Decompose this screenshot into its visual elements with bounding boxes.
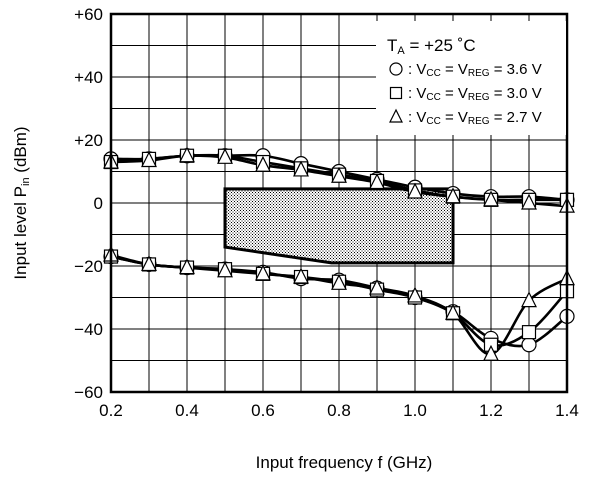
operating-region	[223, 187, 455, 265]
data-point-triangle	[179, 258, 195, 275]
data-point-circle	[389, 62, 403, 76]
data-point-triangle	[483, 344, 499, 361]
data-point-triangle	[483, 190, 499, 207]
y-tick-label: −40	[74, 320, 103, 339]
y-tick-label: +60	[74, 5, 103, 24]
x-tick-label: 0.2	[99, 401, 123, 420]
data-point-triangle	[331, 166, 347, 183]
data-point-triangle	[407, 182, 423, 199]
legend: TA = +25 ˚C : VCC = VREG = 3.6 V : VCC = …	[376, 21, 566, 135]
y-tick-label: 0	[94, 194, 103, 213]
y-axis-title: Input level Pin (dBm)	[11, 126, 32, 279]
data-point-circle	[521, 337, 537, 353]
data-point-triangle	[141, 255, 157, 272]
data-point-triangle	[179, 146, 195, 163]
data-point-triangle	[407, 286, 423, 303]
y-tick-label: +40	[74, 68, 103, 87]
legend-entry: : VCC = VREG = 3.0 V	[408, 85, 542, 103]
data-point-triangle	[255, 264, 271, 281]
data-point-triangle	[217, 147, 233, 164]
data-point-triangle	[331, 273, 347, 290]
region-area	[223, 187, 455, 265]
legend-header: TA = +25 ˚C	[387, 36, 476, 57]
data-point-square	[389, 86, 403, 100]
data-point-triangle	[293, 160, 309, 177]
data-point-triangle	[255, 155, 271, 172]
data-point-triangle	[369, 278, 385, 295]
x-tick-label: 0.8	[327, 401, 351, 420]
data-point-triangle	[217, 261, 233, 278]
data-point-triangle	[445, 303, 461, 320]
x-tick-label: 0.4	[175, 401, 199, 420]
legend-entry: : VCC = VREG = 2.7 V	[408, 109, 542, 127]
data-point-triangle	[521, 291, 537, 308]
x-tick-label: 1.0	[403, 401, 427, 420]
x-tick-label: 1.4	[555, 401, 579, 420]
x-axis-title: Input frequency f (GHz)	[256, 453, 433, 472]
y-tick-label: −20	[74, 257, 103, 276]
x-tick-labels: 0.2 0.4 0.6 0.8 1.0 1.2 1.4	[99, 401, 579, 420]
legend-box	[376, 21, 566, 135]
x-tick-label: 0.6	[251, 401, 275, 420]
x-tick-label: 1.2	[479, 401, 503, 420]
legend-entry: : VCC = VREG = 3.6 V	[408, 61, 542, 79]
data-point-triangle	[293, 267, 309, 284]
data-point-triangle	[445, 187, 461, 204]
y-tick-label: −60	[74, 383, 103, 402]
y-tick-label: +20	[74, 131, 103, 150]
data-point-triangle	[141, 151, 157, 168]
y-tick-labels: +60 +40 +20 0 −20 −40 −60	[74, 5, 103, 402]
data-point-triangle	[389, 108, 403, 123]
data-point-triangle	[521, 193, 537, 210]
data-point-square	[521, 325, 537, 340]
plot-frame	[109, 12, 569, 394]
data-point-triangle	[369, 173, 385, 190]
